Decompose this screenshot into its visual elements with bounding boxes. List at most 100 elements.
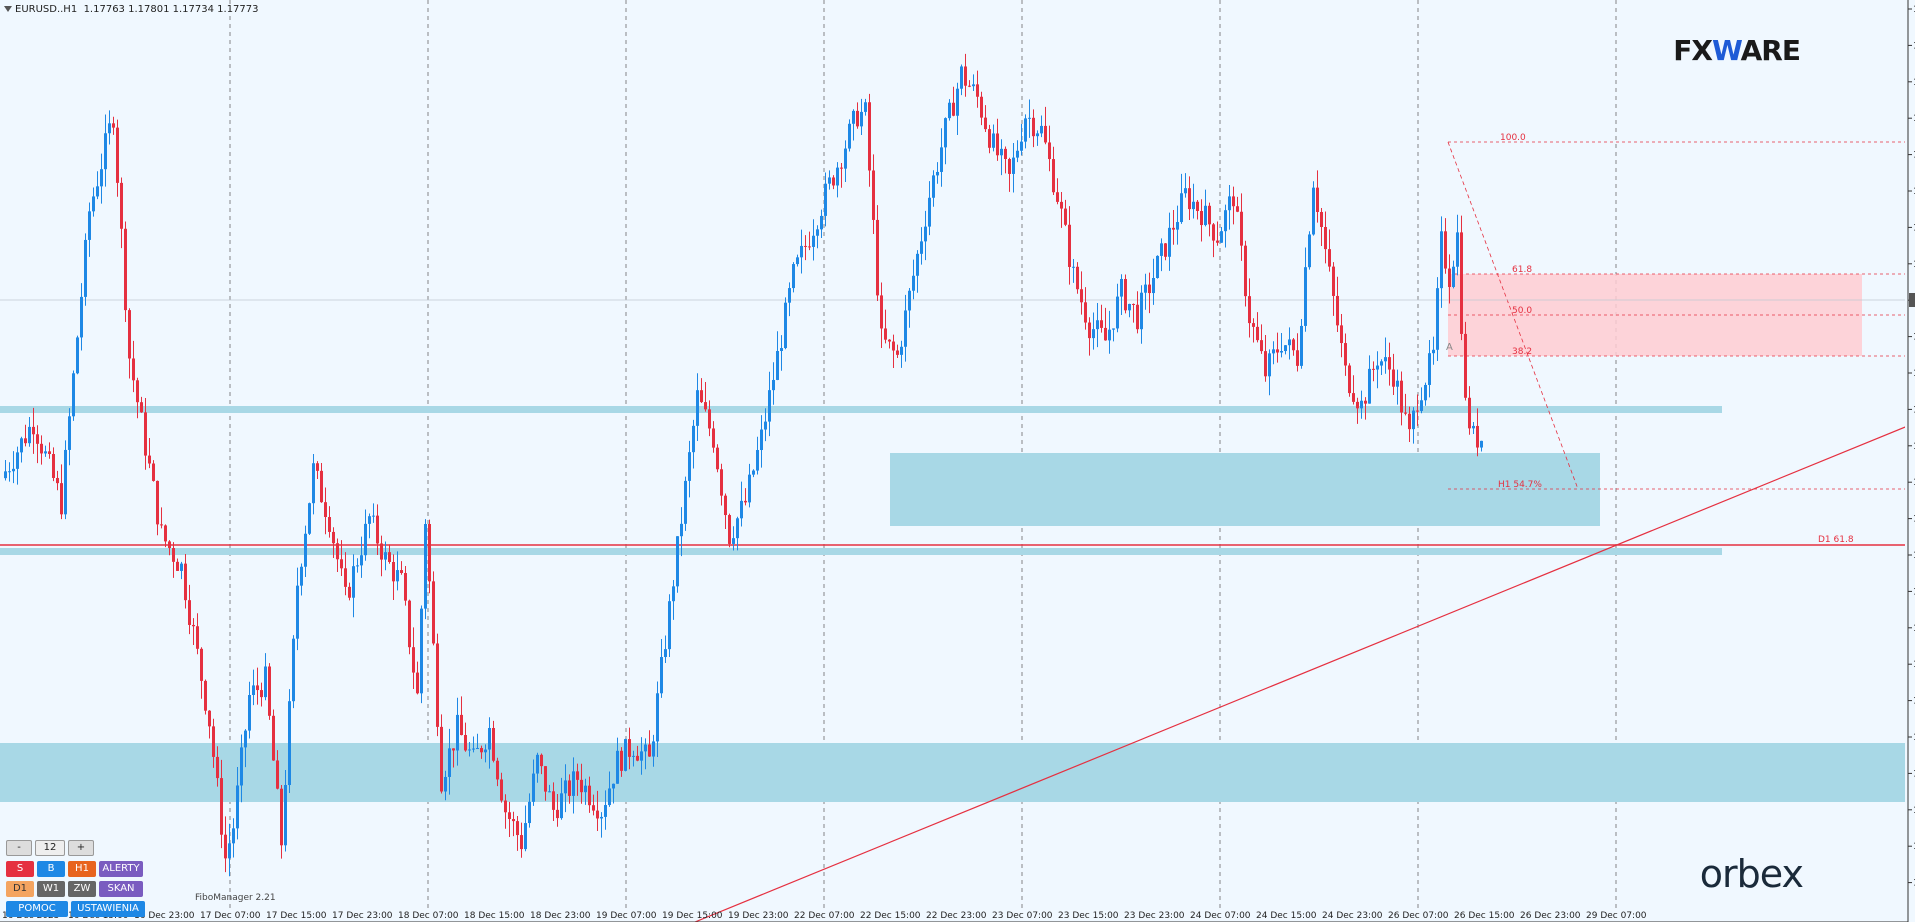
price-label: 1.17095 [1913,842,1915,852]
candle-body [956,88,959,116]
candle-body [688,452,691,481]
candle-body [228,843,231,859]
candle-body [396,570,399,582]
candle-body [928,197,931,227]
time-label: 24 Dec 23:00 [1322,911,1383,921]
time-label: 22 Dec 23:00 [926,911,987,921]
candle-body [1228,196,1231,211]
candle-body [96,186,99,197]
candle-body [24,438,27,444]
ustawienia-button[interactable]: USTAWIENIA [71,901,145,917]
candle-body [240,747,243,786]
candle-body [1108,329,1111,341]
candle-body [888,339,891,342]
price-label: 1.17545 [1913,478,1915,488]
candle-body [1420,400,1423,411]
buy-button[interactable]: B [37,861,65,877]
candle-body [1004,148,1007,160]
decrease-button[interactable]: - [6,840,32,856]
candle-body [1432,349,1435,354]
candle-body [192,624,195,627]
candle-body [812,235,815,247]
candle-body [1088,322,1091,339]
price-label: 1.17995 [1913,114,1915,124]
count-field[interactable]: 12 [35,840,65,856]
price-label: 1.17680 [1913,369,1915,379]
zw-button[interactable]: ZW [68,881,96,897]
candle-body [108,123,111,134]
candle-body [128,310,131,359]
demand-zone-low [0,743,1910,802]
candle-body [880,295,883,329]
candle-body [380,543,383,560]
candle-body [944,118,947,148]
candle-body [16,452,19,469]
fibo-label-h1: H1 54.7% [1498,480,1542,490]
candle-body [1332,266,1335,296]
price-label: 1.17590 [1913,442,1915,452]
candle-body [684,480,687,524]
candle-body [1296,350,1299,366]
increase-button[interactable]: + [68,840,94,856]
dropdown-arrow-icon[interactable] [4,6,12,12]
candle-body [1212,224,1215,241]
candle-body [200,648,203,681]
candle-body [780,348,783,351]
candle-body [284,785,287,846]
ohlc-values: 1.17763 1.17801 1.17734 1.17773 [83,4,259,15]
candle-body [1476,425,1479,448]
candle-body [672,586,675,602]
candle-body [196,626,199,649]
candle-body [632,755,635,757]
candle-body [28,426,31,444]
candle-body [172,548,175,562]
candle-body [524,823,527,850]
candle-body [12,468,15,472]
candle-body [508,812,511,820]
candle-body [1180,193,1183,223]
candle-body [352,566,355,598]
candle-body [1116,296,1119,329]
candle-body [868,102,871,171]
time-label: 22 Dec 15:00 [860,911,921,921]
candle-body [744,500,747,503]
candle-body [1012,157,1015,174]
h1-button[interactable]: H1 [68,861,96,877]
candle-body [756,450,759,471]
price-axis-bg [1905,0,1915,922]
candle-body [584,785,587,793]
candle-body [64,449,67,515]
time-label: 22 Dec 07:00 [794,911,855,921]
time-label: 26 Dec 23:00 [1520,911,1581,921]
candle-body [808,246,811,248]
candle-body [832,177,835,186]
candle-body [884,328,887,340]
candle-body [596,810,599,819]
candle-body [212,726,215,757]
candle-body [680,523,683,537]
candle-body [168,541,171,549]
candle-body [1424,384,1427,401]
candle-body [1244,245,1247,297]
sell-button[interactable]: S [6,861,34,877]
candle-body [1176,222,1179,230]
candle-body [432,581,435,644]
fibo-label-100: 100.0 [1500,133,1526,143]
candle-body [704,402,707,410]
candle-body [1220,231,1223,243]
alerty-button[interactable]: ALERTY [99,861,143,877]
current-price-tag [1909,293,1915,307]
fibo-label-50: 50.0 [1512,306,1532,316]
candle-body [340,559,343,569]
w1-button[interactable]: W1 [37,881,65,897]
time-label: 17 Dec 07:00 [200,911,261,921]
candle-body [1076,266,1079,290]
time-label: 23 Dec 23:00 [1124,911,1185,921]
candle-body [124,228,127,311]
pomoc-button[interactable]: POMOC [6,901,68,917]
d1-button[interactable]: D1 [6,881,34,897]
candle-body [88,211,91,240]
candle-body [248,695,251,731]
skan-button[interactable]: SKAN [99,881,143,897]
